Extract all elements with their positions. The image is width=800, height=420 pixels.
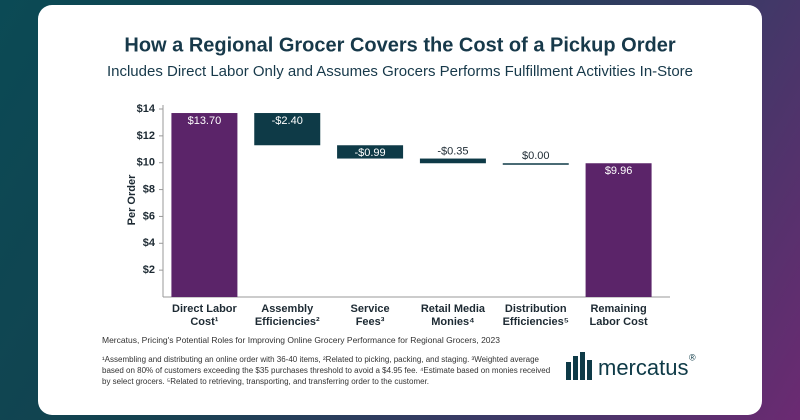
x-tick-label: Distribution Efficiencies⁵: [502, 303, 569, 328]
chart-title: How a Regional Grocer Covers the Cost of…: [124, 34, 675, 56]
chart-subtitle: Includes Direct Labor Only and Assumes G…: [107, 63, 693, 80]
bar: [502, 163, 569, 165]
bar: [171, 113, 238, 298]
y-tick-label: $2: [143, 264, 155, 276]
y-tick-label: $6: [143, 210, 155, 222]
bar: [419, 158, 486, 164]
logo-text: mercatus: [598, 355, 688, 380]
x-tick-label: Service Fees³: [350, 303, 390, 328]
logo-icon: [566, 352, 592, 380]
footnotes: ¹Assembling and distributing an online o…: [102, 355, 551, 386]
logo-mark: ®: [689, 352, 696, 362]
source: Mercatus, Pricing's Potential Roles for …: [102, 335, 500, 345]
bar: [254, 113, 321, 146]
y-tick-label: $14: [137, 103, 156, 115]
value-label: $0.00: [522, 150, 550, 162]
value-label: $13.70: [188, 115, 222, 127]
value-label: -$0.35: [437, 145, 468, 157]
y-tick-label: $4: [143, 237, 156, 249]
bar: [337, 145, 404, 159]
x-tick-label: Retail Media Monies⁴: [420, 303, 485, 328]
y-axis-label: Per Order: [126, 174, 138, 225]
x-tick-label: Assembly Efficiencies²: [254, 303, 320, 328]
y-tick-label: $12: [137, 130, 155, 142]
bar: [585, 163, 652, 297]
value-label: $9.96: [605, 165, 633, 177]
x-tick-label: Direct Labor Cost¹: [172, 303, 237, 328]
value-label: -$2.40: [272, 115, 303, 127]
x-tick-label: Remaining Labor Cost: [589, 303, 648, 328]
y-tick-label: $8: [143, 183, 155, 195]
y-tick-label: $10: [137, 157, 155, 169]
value-label: -$0.99: [354, 147, 385, 159]
